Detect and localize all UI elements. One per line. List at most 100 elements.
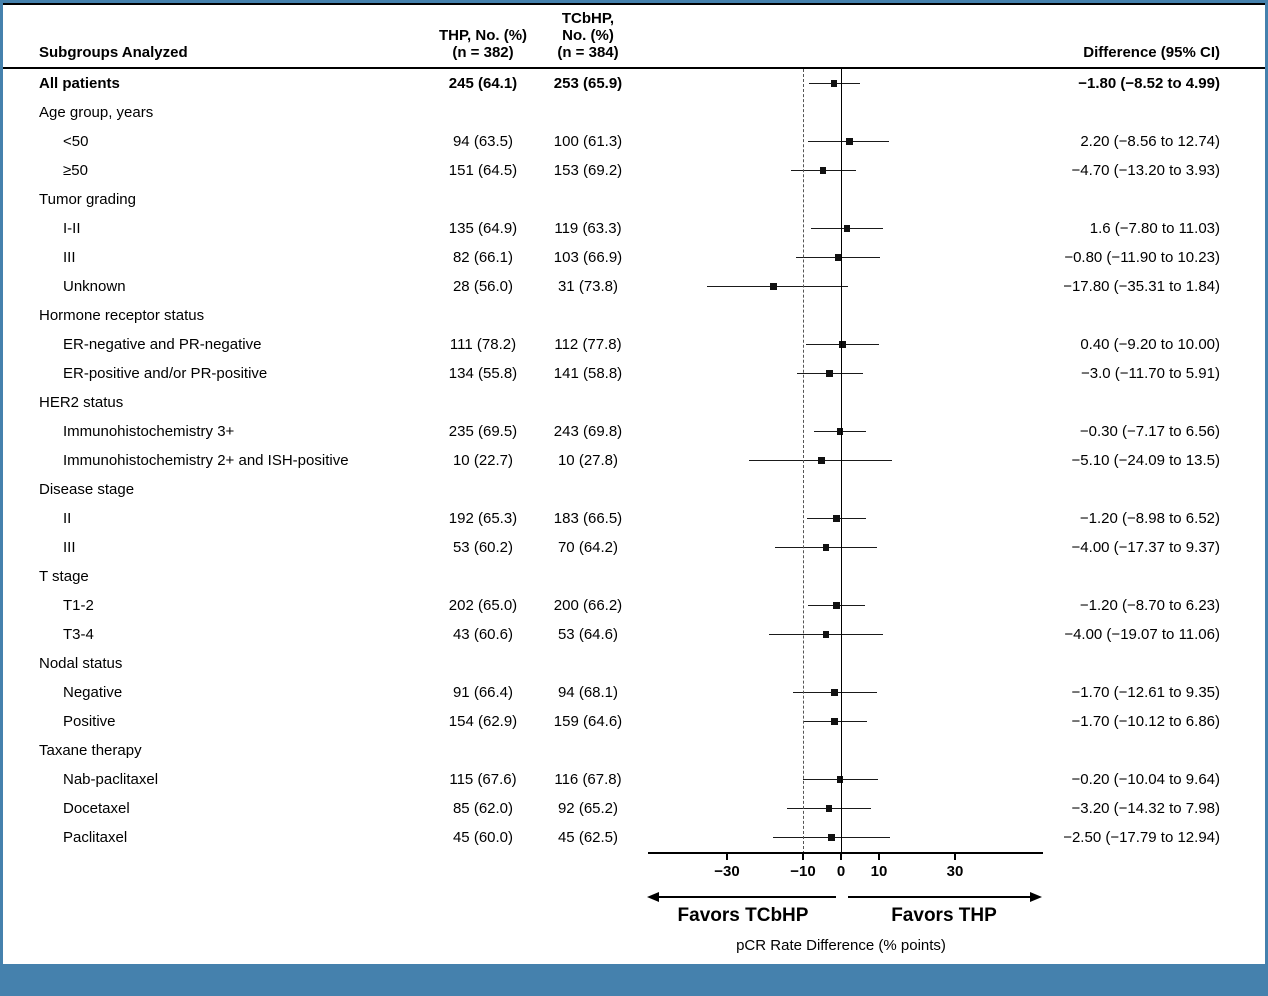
subgroup-label: Docetaxel [63,800,130,817]
subgroup-data-row: All patients 245 (64.1) 253 (65.9) −1.80 (−… [3,69,1265,98]
table-header-row: Subgroups Analyzed THP, No. (%) (n = 382… [3,3,1265,69]
difference-value: −1.20 (−8.70 to 6.23) [1079,597,1220,614]
difference-value: −1.20 (−8.98 to 6.52) [1079,510,1220,527]
point-estimate-marker [846,138,853,145]
tcbhp-value: 253 (65.9) [553,75,623,92]
figure-content: Subgroups Analyzed THP, No. (%) (n = 382… [3,3,1265,964]
thp-value: 10 (22.7) [452,452,514,469]
thp-value: 235 (69.5) [448,423,518,440]
subgroup-label: Paclitaxel [63,829,128,846]
point-estimate-marker [825,805,833,812]
tcbhp-value: 103 (66.9) [553,249,623,266]
thp-value: 43 (60.6) [452,626,514,643]
point-estimate-marker [830,80,838,87]
point-estimate-marker [833,602,840,609]
forest-plot-cell [633,156,1048,185]
x-tick-label: 10 [870,863,888,880]
subgroup-label: Taxane therapy [39,742,142,759]
subgroup-data-row: <50 94 (63.5) 100 (61.3) 2.20 (−8.56 to 12.… [3,127,1265,156]
tcbhp-value: 200 (66.2) [553,597,623,614]
confidence-interval-line [706,285,848,288]
difference-value: −0.20 (−10.04 to 9.64) [1071,771,1220,788]
subgroup-data-row: III 82 (66.1) 103 (66.9) −0.80 (−11.90 to 1… [3,243,1265,272]
forest-plot-cell [633,620,1048,649]
subgroup-data-row: ER-positive and/or PR-positive 134 (55.8)… [3,359,1265,388]
favors-right-arrow [848,892,1042,902]
tcbhp-value: 70 (64.2) [557,539,619,556]
difference-value: 0.40 (−9.20 to 10.00) [1080,336,1220,353]
minus10-reference-line [803,69,804,854]
x-tick-label: −30 [714,863,740,880]
subgroup-label: ER-positive and/or PR-positive [63,365,268,382]
forest-plot-cell [633,591,1048,620]
column-header-difference: Difference (95% CI) [1083,44,1220,62]
thp-value: 94 (63.5) [452,133,514,150]
x-tick [878,854,880,860]
subgroup-data-row: Immunohistochemistry 2+ and ISH-positive… [3,446,1265,475]
subgroup-label: Nodal status [39,655,123,672]
subgroup-label: T1-2 [63,597,94,614]
thp-value: 28 (56.0) [452,278,514,295]
tcbhp-value: 53 (64.6) [557,626,619,643]
subgroup-data-row: I-II 135 (64.9) 119 (63.3) 1.6 (−7.80 to 11… [3,214,1265,243]
thp-value: 82 (66.1) [452,249,514,266]
subgroup-data-row: T3-4 43 (60.6) 53 (64.6) −4.00 (−19.07 to 1… [3,620,1265,649]
forest-plot-cell [633,127,1048,156]
forest-plot-cell [633,707,1048,736]
subgroup-label: ER-negative and PR-negative [63,336,262,353]
left-arrow-shaft [657,896,836,899]
subgroup-data-row: Positive 154 (62.9) 159 (64.6) −1.70 (−10.1… [3,707,1265,736]
x-tick [802,854,804,860]
point-estimate-marker [836,428,844,435]
thp-value: 134 (55.8) [448,365,518,382]
difference-value: −1.70 (−10.12 to 6.86) [1071,713,1220,730]
x-tick-label: −10 [790,863,816,880]
subgroup-label: T3-4 [63,626,94,643]
subgroup-label: HER2 status [39,394,124,411]
subgroup-data-row: T1-2 202 (65.0) 200 (66.2) −1.20 (−8.70 to … [3,591,1265,620]
difference-value: −5.10 (−24.09 to 13.5) [1071,452,1220,469]
thp-value: 91 (66.4) [452,684,514,701]
tcbhp-value: 153 (69.2) [553,162,623,179]
difference-value: −2.50 (−17.79 to 12.94) [1063,829,1220,846]
forest-plot-cell [633,533,1048,562]
subgroup-label: ≥50 [63,162,88,179]
subgroup-header-row: Tumor grading [3,185,1265,214]
subgroup-header-row: Age group, years [3,98,1265,127]
subgroup-data-row: II 192 (65.3) 183 (66.5) −1.20 (−8.98 to 6.… [3,504,1265,533]
forest-plot-cell [633,69,1048,98]
thp-value: 202 (65.0) [448,597,518,614]
subgroup-data-row: Paclitaxel 45 (60.0) 45 (62.5) −2.50 (−17.7… [3,823,1265,852]
tcbhp-value: 112 (77.8) [554,336,622,353]
point-estimate-marker [818,457,825,464]
right-arrowhead-icon [1030,892,1042,902]
subgroup-label: II [63,510,72,527]
forest-plot-cell [633,417,1048,446]
right-arrow-shaft [848,896,1032,899]
difference-value: −4.70 (−13.20 to 3.93) [1071,162,1220,179]
tcbhp-value: 94 (68.1) [557,684,619,701]
tcbhp-value: 100 (61.3) [553,133,623,150]
forest-plot-cell [633,504,1048,533]
forest-plot-cell [633,446,1048,475]
tcbhp-value: 45 (62.5) [557,829,619,846]
difference-value: −17.80 (−35.31 to 1.84) [1063,278,1220,295]
favors-tcbhp-label: Favors TCbHP [677,905,809,926]
subgroup-label: III [63,249,76,266]
x-tick [954,854,956,860]
point-estimate-marker [822,544,830,551]
tcbhp-value: 116 (67.8) [554,771,622,788]
difference-value: −3.20 (−14.32 to 7.98) [1071,800,1220,817]
x-axis-line [648,852,1043,854]
subgroup-label: Immunohistochemistry 2+ and ISH-positive [63,452,349,469]
subgroup-label: Hormone receptor status [39,307,205,324]
point-estimate-marker [770,283,777,290]
tcbhp-value: 119 (63.3) [554,220,622,237]
difference-value: −4.00 (−19.07 to 11.06) [1064,626,1220,643]
difference-value: 2.20 (−8.56 to 12.74) [1080,133,1220,150]
subgroup-header-row: Disease stage [3,475,1265,504]
subgroup-label: I-II [63,220,81,237]
subgroup-header-row: HER2 status [3,388,1265,417]
x-axis-plot-column: −30 −10 0 10 30 Favors TCbHP Favors THP pCR … [633,852,1048,964]
